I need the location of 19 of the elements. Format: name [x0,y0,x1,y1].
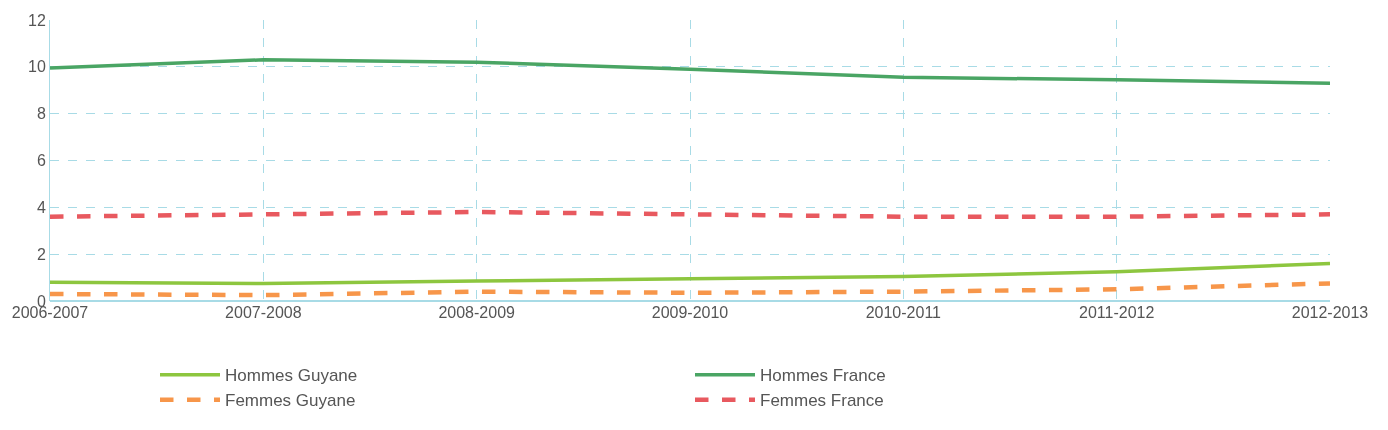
y-tick-label: 12 [28,11,46,29]
line-series [50,58,1330,85]
line-series [50,261,1330,286]
y-tick-label: 6 [36,152,46,170]
x-tick-label: 2010-2011 [865,304,942,321]
x-tick-label: 2008-2009 [438,304,516,321]
x-tick-label: 2012-2013 [1291,304,1369,321]
line-series [50,281,1330,298]
y-tick-label: 8 [36,105,46,123]
y-tick-label: 4 [36,198,46,216]
legend-label: Femmes Guyane [225,391,356,411]
x-tick-label: 2007-2008 [225,304,302,321]
legend-label: Hommes Guyane [225,366,358,386]
legend-label: Hommes France [760,366,886,386]
y-tick-label: 2 [36,245,46,263]
x-tick-label: 2011-2012 [1079,304,1155,321]
legend-label: Femmes France [760,391,884,411]
y-tick-label: 10 [28,58,46,76]
x-tick-label: 2009-2010 [651,304,729,321]
